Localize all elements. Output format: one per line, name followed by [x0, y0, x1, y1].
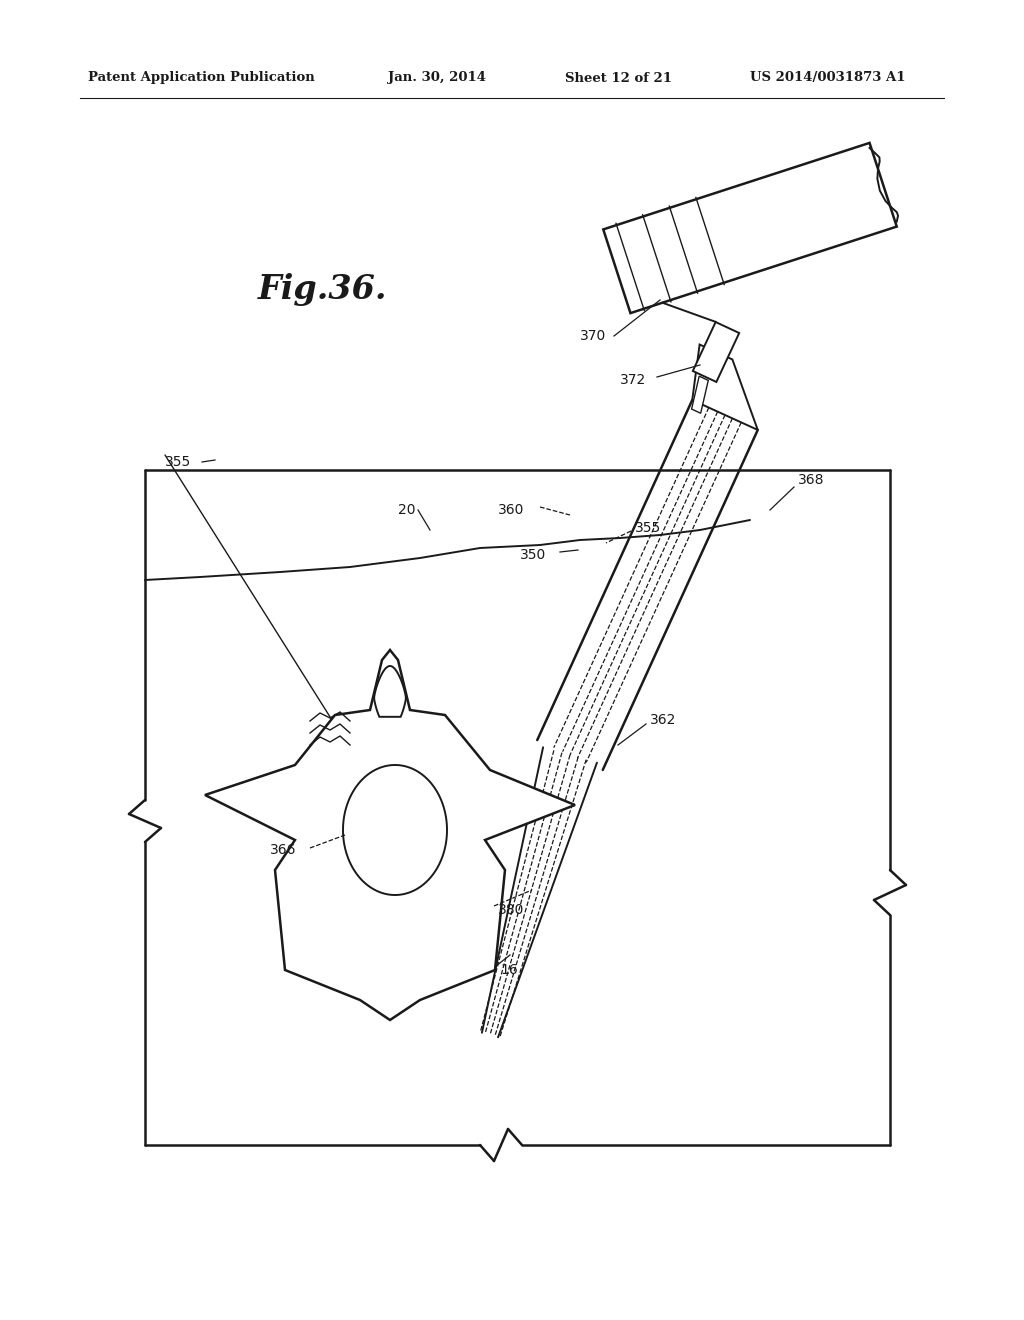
Text: 350: 350: [520, 548, 546, 562]
Text: 16: 16: [500, 964, 518, 977]
Polygon shape: [691, 376, 709, 413]
Text: Patent Application Publication: Patent Application Publication: [88, 71, 314, 84]
Polygon shape: [374, 667, 406, 717]
Text: 366: 366: [270, 843, 297, 857]
Text: Sheet 12 of 21: Sheet 12 of 21: [565, 71, 672, 84]
Text: 368: 368: [798, 473, 824, 487]
Text: US 2014/0031873 A1: US 2014/0031873 A1: [750, 71, 905, 84]
Text: 20: 20: [398, 503, 416, 517]
Text: Jan. 30, 2014: Jan. 30, 2014: [388, 71, 486, 84]
Polygon shape: [692, 345, 758, 430]
Text: 370: 370: [580, 329, 606, 343]
Text: Fig.36.: Fig.36.: [258, 273, 387, 306]
Polygon shape: [343, 766, 447, 895]
Text: 362: 362: [650, 713, 677, 727]
Text: 380: 380: [498, 903, 524, 917]
Text: 355: 355: [635, 521, 662, 535]
Polygon shape: [603, 143, 897, 313]
Text: 360: 360: [498, 503, 524, 517]
Text: 355: 355: [165, 455, 191, 469]
Polygon shape: [693, 322, 739, 381]
Text: 372: 372: [620, 374, 646, 387]
Polygon shape: [205, 649, 575, 1020]
